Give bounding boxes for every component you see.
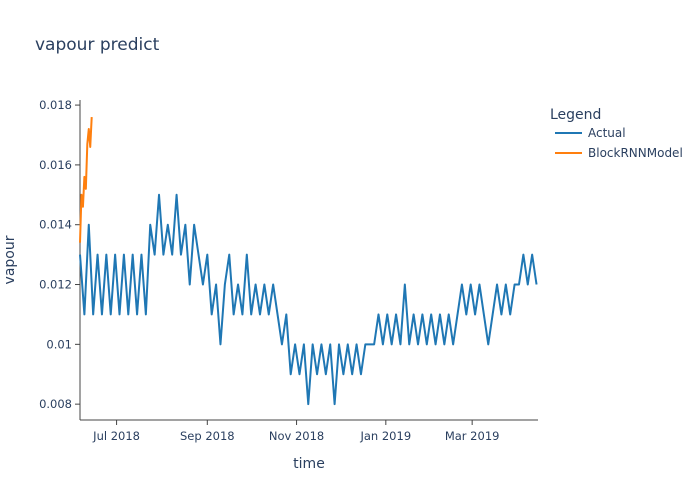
x-tick-label: Jul 2018 [92,429,140,443]
x-tick-label: Jan 2019 [359,429,411,443]
x-axis-label: time [293,456,325,472]
y-tick-label: 0.008 [39,397,72,411]
y-tick-label: 0.01 [46,337,72,351]
y-tick-label: 0.018 [39,98,72,112]
x-tick-label: Sep 2018 [180,429,235,443]
y-tick-label: 0.012 [39,278,72,292]
legend-label: BlockRNNModel [588,146,683,160]
x-tick-label: Mar 2019 [445,429,500,443]
y-tick-label: 0.016 [39,158,72,172]
chart-title: vapour predict [35,35,160,55]
y-axis-label: vapour [2,235,18,284]
series-line [79,193,538,406]
x-tick-label: Nov 2018 [269,429,324,443]
legend-title: Legend [550,107,601,123]
legend-label: Actual [588,126,626,140]
series-line [79,117,93,243]
y-tick-label: 0.014 [39,218,72,232]
